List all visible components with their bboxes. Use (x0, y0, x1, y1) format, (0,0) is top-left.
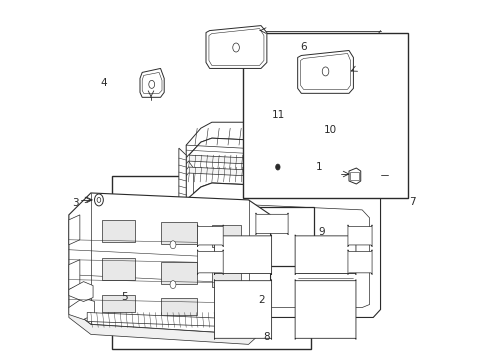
Text: 9: 9 (318, 227, 325, 237)
Bar (350, 172, 359, 180)
Polygon shape (140, 68, 164, 97)
Polygon shape (208, 28, 264, 66)
Ellipse shape (448, 150, 455, 160)
Ellipse shape (450, 153, 453, 157)
Polygon shape (255, 285, 270, 319)
Ellipse shape (97, 197, 101, 202)
Bar (429, 145, 438, 155)
Text: 7: 7 (408, 197, 415, 207)
Bar (102, 258, 135, 280)
Ellipse shape (457, 135, 488, 215)
Ellipse shape (170, 280, 176, 289)
Polygon shape (186, 167, 372, 182)
Ellipse shape (322, 67, 328, 76)
Text: 10: 10 (323, 125, 336, 135)
Bar (160, 298, 197, 315)
Polygon shape (348, 168, 360, 184)
Polygon shape (69, 298, 94, 319)
Polygon shape (186, 183, 380, 318)
Polygon shape (297, 50, 353, 93)
Text: 3: 3 (72, 198, 79, 208)
Text: 2: 2 (258, 295, 264, 305)
Polygon shape (87, 312, 249, 328)
Bar (211, 265, 241, 287)
Text: 5: 5 (121, 292, 127, 302)
Polygon shape (69, 260, 80, 289)
Ellipse shape (148, 80, 154, 88)
Bar (102, 220, 135, 242)
Polygon shape (435, 108, 488, 238)
Text: 11: 11 (271, 111, 285, 121)
Polygon shape (186, 138, 372, 200)
FancyBboxPatch shape (197, 250, 223, 275)
FancyBboxPatch shape (347, 250, 371, 275)
Polygon shape (179, 148, 186, 210)
Polygon shape (69, 215, 80, 245)
Ellipse shape (170, 241, 176, 249)
Polygon shape (186, 155, 372, 170)
Text: 6: 6 (300, 42, 306, 52)
FancyBboxPatch shape (347, 225, 371, 247)
Text: 4: 4 (100, 78, 107, 88)
Polygon shape (441, 164, 468, 184)
Ellipse shape (94, 194, 103, 206)
FancyBboxPatch shape (255, 213, 287, 235)
Polygon shape (300, 54, 350, 89)
Bar (244, 207, 314, 266)
FancyBboxPatch shape (295, 235, 355, 275)
Polygon shape (69, 282, 93, 302)
FancyBboxPatch shape (197, 225, 223, 247)
Bar (242, 33, 407, 198)
FancyBboxPatch shape (214, 235, 271, 275)
Bar (112, 176, 310, 348)
Bar (160, 262, 197, 284)
Polygon shape (424, 160, 435, 185)
Polygon shape (142, 72, 162, 93)
Ellipse shape (486, 155, 488, 195)
FancyBboxPatch shape (214, 280, 271, 339)
Polygon shape (439, 162, 470, 187)
Bar (102, 294, 135, 312)
Bar (211, 225, 241, 247)
Ellipse shape (232, 43, 239, 52)
Polygon shape (186, 158, 193, 210)
Ellipse shape (468, 143, 488, 207)
Bar (160, 222, 197, 244)
Polygon shape (186, 122, 372, 158)
Polygon shape (205, 26, 266, 68)
FancyBboxPatch shape (295, 280, 355, 339)
Polygon shape (69, 307, 270, 345)
Polygon shape (69, 193, 270, 334)
Polygon shape (435, 230, 488, 258)
Polygon shape (372, 148, 380, 195)
Text: 8: 8 (263, 332, 269, 342)
Ellipse shape (275, 164, 280, 170)
Bar (429, 185, 438, 195)
Text: 1: 1 (315, 162, 322, 172)
